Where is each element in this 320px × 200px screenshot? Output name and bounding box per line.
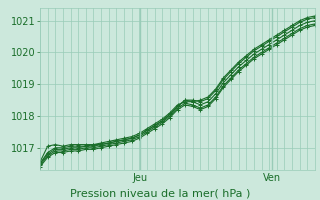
Text: Jeu: Jeu: [133, 173, 148, 183]
Text: Ven: Ven: [263, 173, 281, 183]
Text: Pression niveau de la mer( hPa ): Pression niveau de la mer( hPa ): [70, 188, 250, 198]
